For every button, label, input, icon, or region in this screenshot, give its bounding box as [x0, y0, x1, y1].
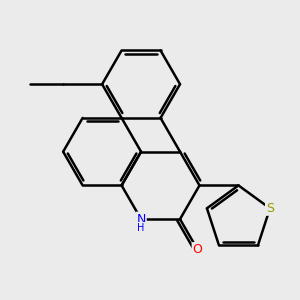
Text: O: O — [193, 243, 202, 256]
Text: H: H — [137, 223, 145, 233]
Text: N: N — [136, 213, 146, 226]
Text: S: S — [266, 202, 274, 215]
